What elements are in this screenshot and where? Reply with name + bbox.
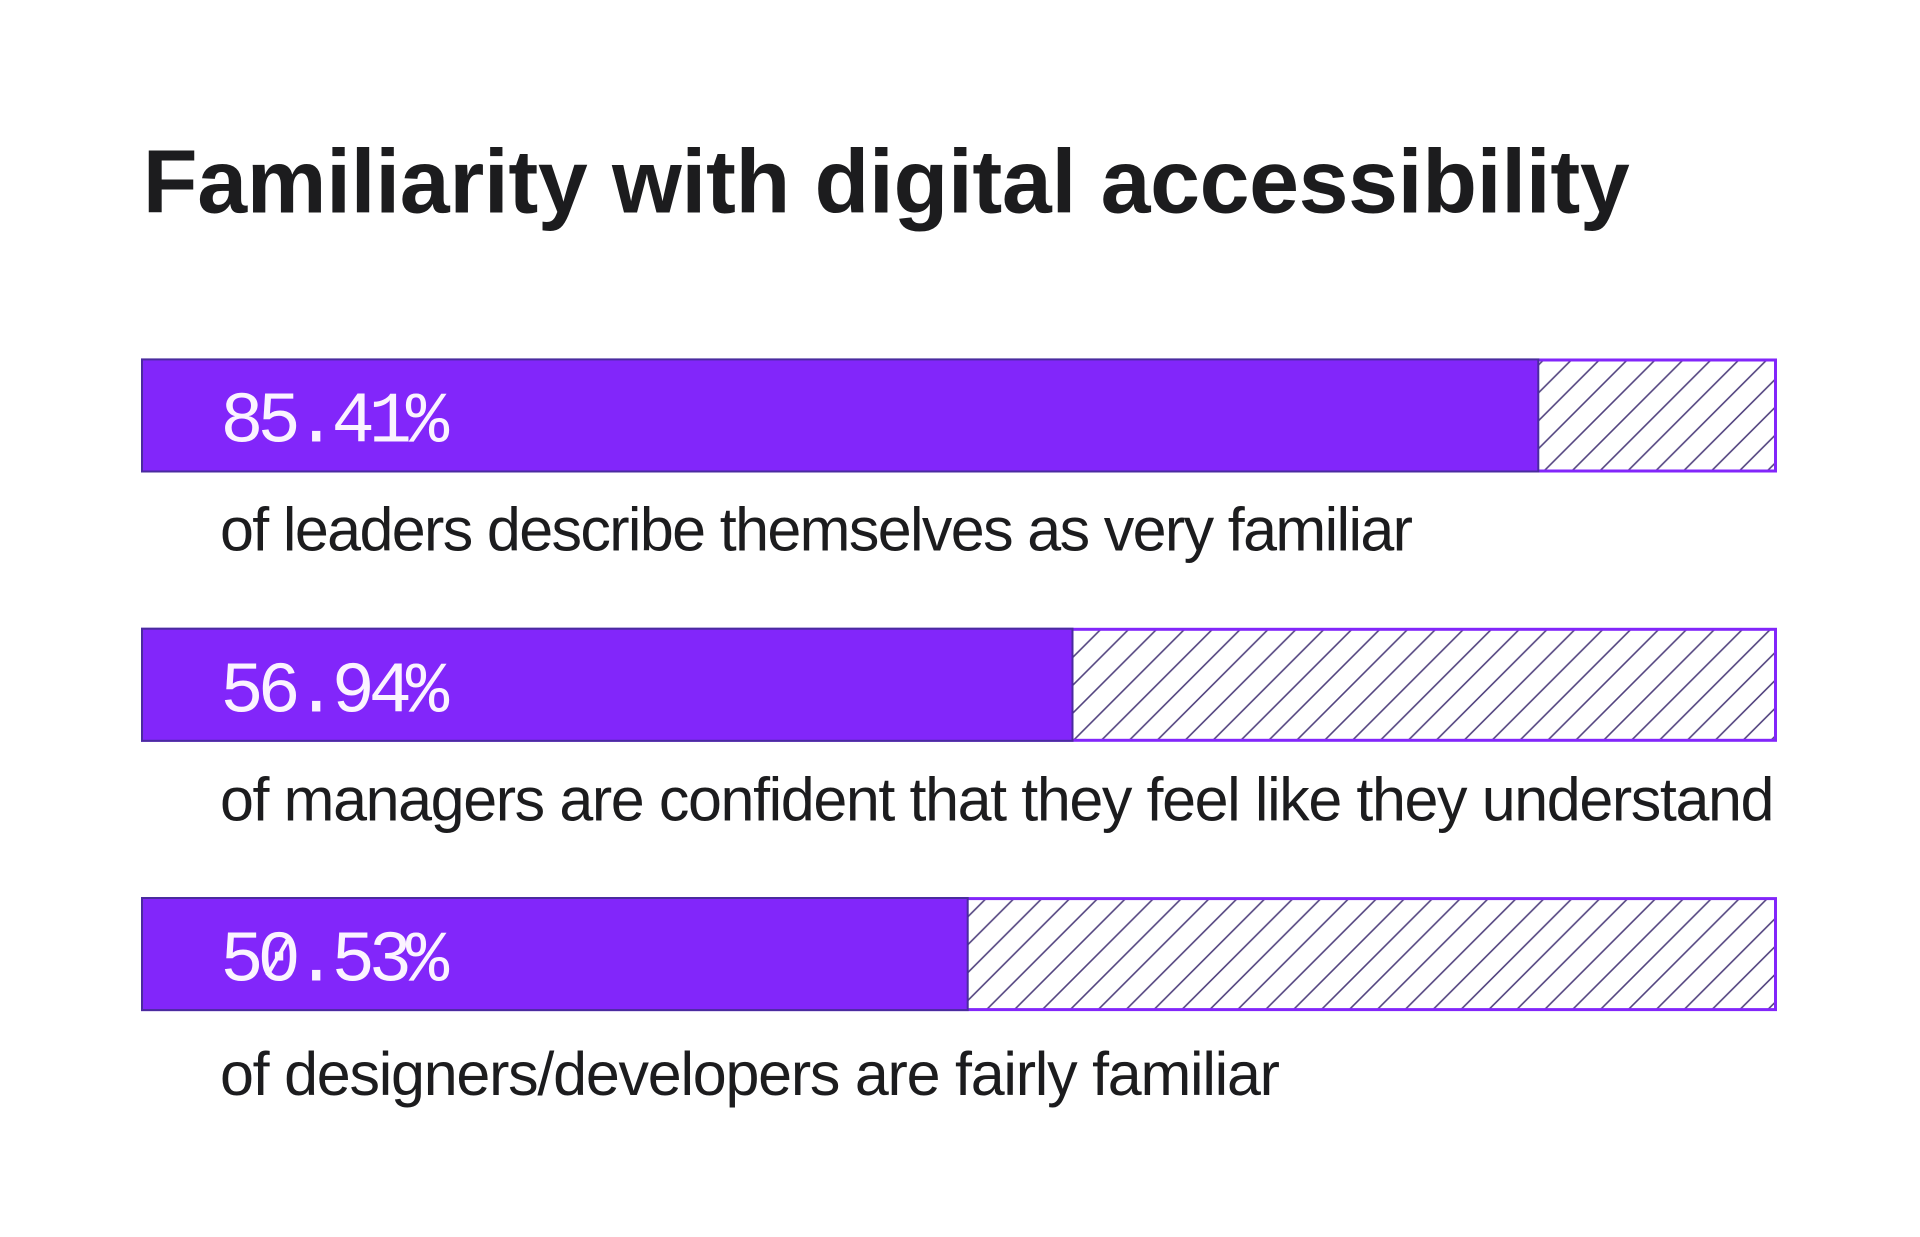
svg-text:of leaders describe themselves: of leaders describe themselves as very f… [220,496,1413,564]
svg-text:of designers/developers are fa: of designers/developers are fairly famil… [220,1040,1280,1108]
svg-text:Familiarity with digital acces: Familiarity with digital accessibility [143,133,1630,233]
svg-text:56.94%: 56.94% [220,652,449,734]
svg-text:of managers are confident that: of managers are confident that they feel… [220,766,1773,834]
svg-text:85.41%: 85.41% [220,382,449,464]
svg-text:50.53%: 50.53% [220,921,449,1003]
